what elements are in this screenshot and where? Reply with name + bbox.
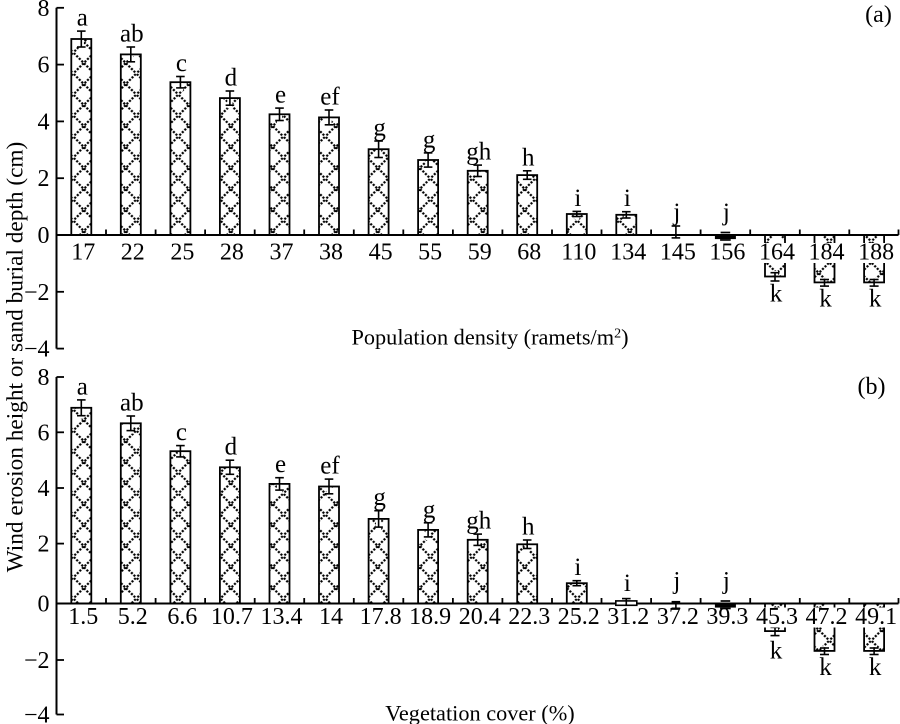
svg-text:2: 2 (38, 166, 50, 192)
svg-text:25.2: 25.2 (558, 604, 600, 630)
svg-text:37.2: 37.2 (657, 604, 699, 630)
svg-text:−2: −2 (24, 280, 50, 306)
svg-text:ef: ef (320, 453, 340, 480)
svg-text:j: j (722, 568, 730, 595)
svg-text:6.6: 6.6 (167, 604, 197, 630)
svg-text:145: 145 (660, 240, 696, 266)
svg-text:g: g (423, 126, 436, 153)
svg-text:k: k (869, 285, 882, 312)
svg-text:i: i (574, 554, 581, 581)
svg-text:156: 156 (709, 240, 745, 266)
svg-text:68: 68 (517, 240, 541, 266)
svg-text:gh: gh (466, 139, 492, 166)
svg-text:184: 184 (809, 240, 845, 266)
svg-text:ef: ef (320, 84, 340, 111)
svg-text:j: j (672, 568, 680, 595)
svg-text:5.2: 5.2 (118, 604, 148, 630)
svg-text:g: g (373, 484, 386, 511)
svg-text:(b): (b) (858, 374, 886, 400)
svg-text:h: h (522, 514, 535, 541)
svg-text:i: i (624, 570, 631, 597)
svg-text:a: a (77, 373, 88, 400)
svg-text:4: 4 (38, 109, 50, 135)
svg-text:0: 0 (38, 592, 50, 618)
svg-text:c: c (176, 419, 187, 446)
svg-text:i: i (624, 185, 631, 212)
svg-text:8: 8 (38, 365, 50, 391)
svg-text:e: e (275, 82, 286, 109)
svg-text:17.8: 17.8 (360, 604, 402, 630)
svg-text:e: e (275, 451, 286, 478)
svg-text:22.3: 22.3 (508, 604, 550, 630)
svg-text:25: 25 (170, 240, 194, 266)
svg-text:10.7: 10.7 (211, 604, 253, 630)
svg-text:k: k (819, 285, 832, 312)
svg-text:d: d (225, 65, 238, 92)
svg-text:g: g (423, 496, 436, 523)
svg-text:28: 28 (220, 240, 244, 266)
svg-text:45: 45 (369, 240, 393, 266)
svg-text:Wind erosion height or sand bu: Wind erosion height or sand burial depth… (3, 142, 29, 573)
svg-text:110: 110 (561, 240, 596, 266)
svg-text:17: 17 (71, 240, 95, 266)
svg-text:d: d (225, 434, 238, 461)
svg-text:h: h (522, 144, 535, 171)
svg-text:ab: ab (120, 21, 144, 48)
svg-text:164: 164 (759, 240, 795, 266)
svg-text:37: 37 (270, 240, 294, 266)
svg-text:k: k (770, 280, 783, 307)
svg-text:c: c (176, 50, 187, 77)
svg-text:Vegetation cover (%): Vegetation cover (%) (385, 700, 574, 724)
svg-text:22: 22 (121, 240, 145, 266)
svg-text:38: 38 (319, 240, 343, 266)
svg-text:−4: −4 (24, 337, 50, 363)
svg-text:k: k (869, 654, 882, 681)
svg-text:31.2: 31.2 (607, 604, 649, 630)
svg-text:k: k (819, 654, 832, 681)
svg-text:55: 55 (418, 240, 442, 266)
svg-text:8: 8 (38, 0, 50, 22)
svg-text:45.3: 45.3 (756, 604, 798, 630)
svg-text:47.2: 47.2 (806, 604, 848, 630)
svg-text:14: 14 (319, 604, 343, 630)
svg-text:k: k (770, 638, 783, 665)
svg-text:59: 59 (468, 240, 492, 266)
svg-text:49.1: 49.1 (855, 604, 897, 630)
svg-text:1.5: 1.5 (68, 604, 98, 630)
svg-text:4: 4 (38, 476, 50, 502)
svg-text:−4: −4 (24, 703, 50, 724)
svg-text:13.4: 13.4 (261, 604, 303, 630)
svg-text:(a): (a) (865, 2, 892, 28)
svg-text:Population density (ramets/m2): Population density (ramets/m2) (351, 325, 628, 350)
svg-text:0: 0 (38, 223, 50, 249)
svg-text:134: 134 (610, 240, 646, 266)
svg-text:−2: −2 (24, 648, 50, 674)
svg-text:20.4: 20.4 (459, 604, 501, 630)
svg-text:6: 6 (38, 53, 50, 79)
svg-text:6: 6 (38, 420, 50, 446)
svg-text:188: 188 (858, 240, 894, 266)
svg-text:a: a (77, 5, 88, 32)
svg-text:j: j (722, 199, 730, 226)
svg-text:2: 2 (38, 532, 50, 558)
svg-text:39.3: 39.3 (706, 604, 748, 630)
svg-text:ab: ab (120, 390, 144, 417)
svg-text:j: j (672, 199, 680, 226)
svg-text:18.9: 18.9 (409, 604, 451, 630)
svg-text:i: i (574, 185, 581, 212)
svg-text:g: g (373, 115, 386, 142)
svg-text:gh: gh (466, 508, 492, 535)
